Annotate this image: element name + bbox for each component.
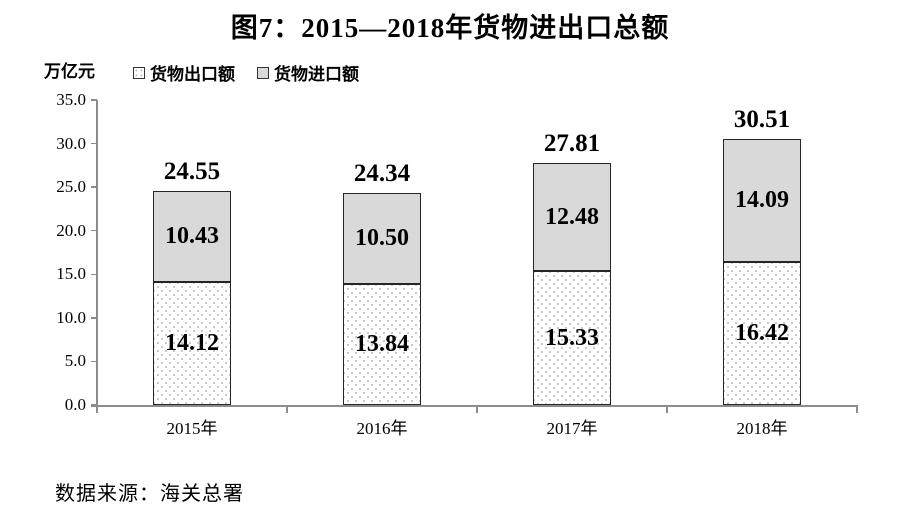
y-axis-tick-label: 0.0 <box>64 395 86 414</box>
y-axis-tick-label: 10.0 <box>56 307 86 327</box>
y-axis-unit-label: 万亿元 <box>44 62 95 81</box>
y-axis-tick <box>91 404 97 406</box>
y-axis-tick-label: 30.0 <box>56 133 86 153</box>
export-value-label: 16.42 <box>735 319 789 346</box>
export-value-label: 15.33 <box>545 324 599 351</box>
x-axis-category-label: 2015年 <box>166 419 218 438</box>
x-axis-category-label: 2017年 <box>546 419 598 438</box>
import-value-label: 10.50 <box>355 225 409 252</box>
x-axis-tick <box>476 405 478 413</box>
bar-segment-export: 14.12 <box>153 281 231 405</box>
bar-segment-export: 16.42 <box>723 261 801 405</box>
y-axis-tick <box>91 229 97 232</box>
y-axis-tick <box>91 317 97 319</box>
y-axis-line <box>96 100 98 407</box>
bar-segment-import: 14.09 <box>723 139 801 262</box>
y-axis-tick-label: 15.0 <box>56 264 86 284</box>
y-axis-tick <box>91 142 97 145</box>
export-value-label: 13.84 <box>355 331 409 358</box>
legend-label-imports: 货物进口额 <box>274 65 359 84</box>
import-value-label: 10.43 <box>165 223 219 249</box>
x-axis-category-label: 2018年 <box>736 419 788 438</box>
total-value-label: 30.51 <box>733 106 791 134</box>
legend-item-imports: 货物进口额 <box>257 60 359 85</box>
x-axis-tick <box>96 405 98 413</box>
x-axis-tick <box>856 405 858 413</box>
y-axis-tick <box>91 99 97 101</box>
data-source-note: 数据来源：海关总署 <box>55 483 244 505</box>
x-axis-category-label: 2016年 <box>356 419 408 438</box>
legend-label-exports: 货物出口额 <box>150 65 235 84</box>
bar-segment-import: 10.50 <box>343 192 421 285</box>
y-axis-tick <box>91 186 97 188</box>
total-value-label: 24.55 <box>163 158 221 186</box>
export-swatch-icon <box>133 66 145 79</box>
bar-segment-export: 13.84 <box>343 284 421 405</box>
chart-title: 图7：2015—2018年货物进出口总额 <box>230 13 670 43</box>
y-axis-tick-label: 20.0 <box>56 220 86 240</box>
y-axis-tick <box>91 360 97 363</box>
x-axis-tick <box>666 405 668 413</box>
bar-segment-import: 10.43 <box>153 191 231 282</box>
legend-item-exports: 货物出口额 <box>133 60 235 85</box>
total-value-label: 24.34 <box>353 159 411 187</box>
chart-legend: 货物出口额 货物进口额 <box>133 60 359 85</box>
y-axis-tick-label: 35.0 <box>56 90 86 109</box>
bar-segment-export: 15.33 <box>533 271 611 405</box>
import-swatch-icon <box>257 66 269 79</box>
y-axis-tick-label: 25.0 <box>56 177 86 197</box>
import-value-label: 12.48 <box>545 203 599 230</box>
y-axis-tick-label: 5.0 <box>64 351 86 371</box>
y-axis-tick <box>91 273 97 276</box>
import-value-label: 14.09 <box>735 187 789 214</box>
x-axis-line <box>91 405 857 407</box>
x-axis-tick <box>286 405 288 413</box>
bar-segment-import: 12.48 <box>533 162 611 272</box>
total-value-label: 27.81 <box>543 129 601 157</box>
export-value-label: 14.12 <box>165 329 219 356</box>
